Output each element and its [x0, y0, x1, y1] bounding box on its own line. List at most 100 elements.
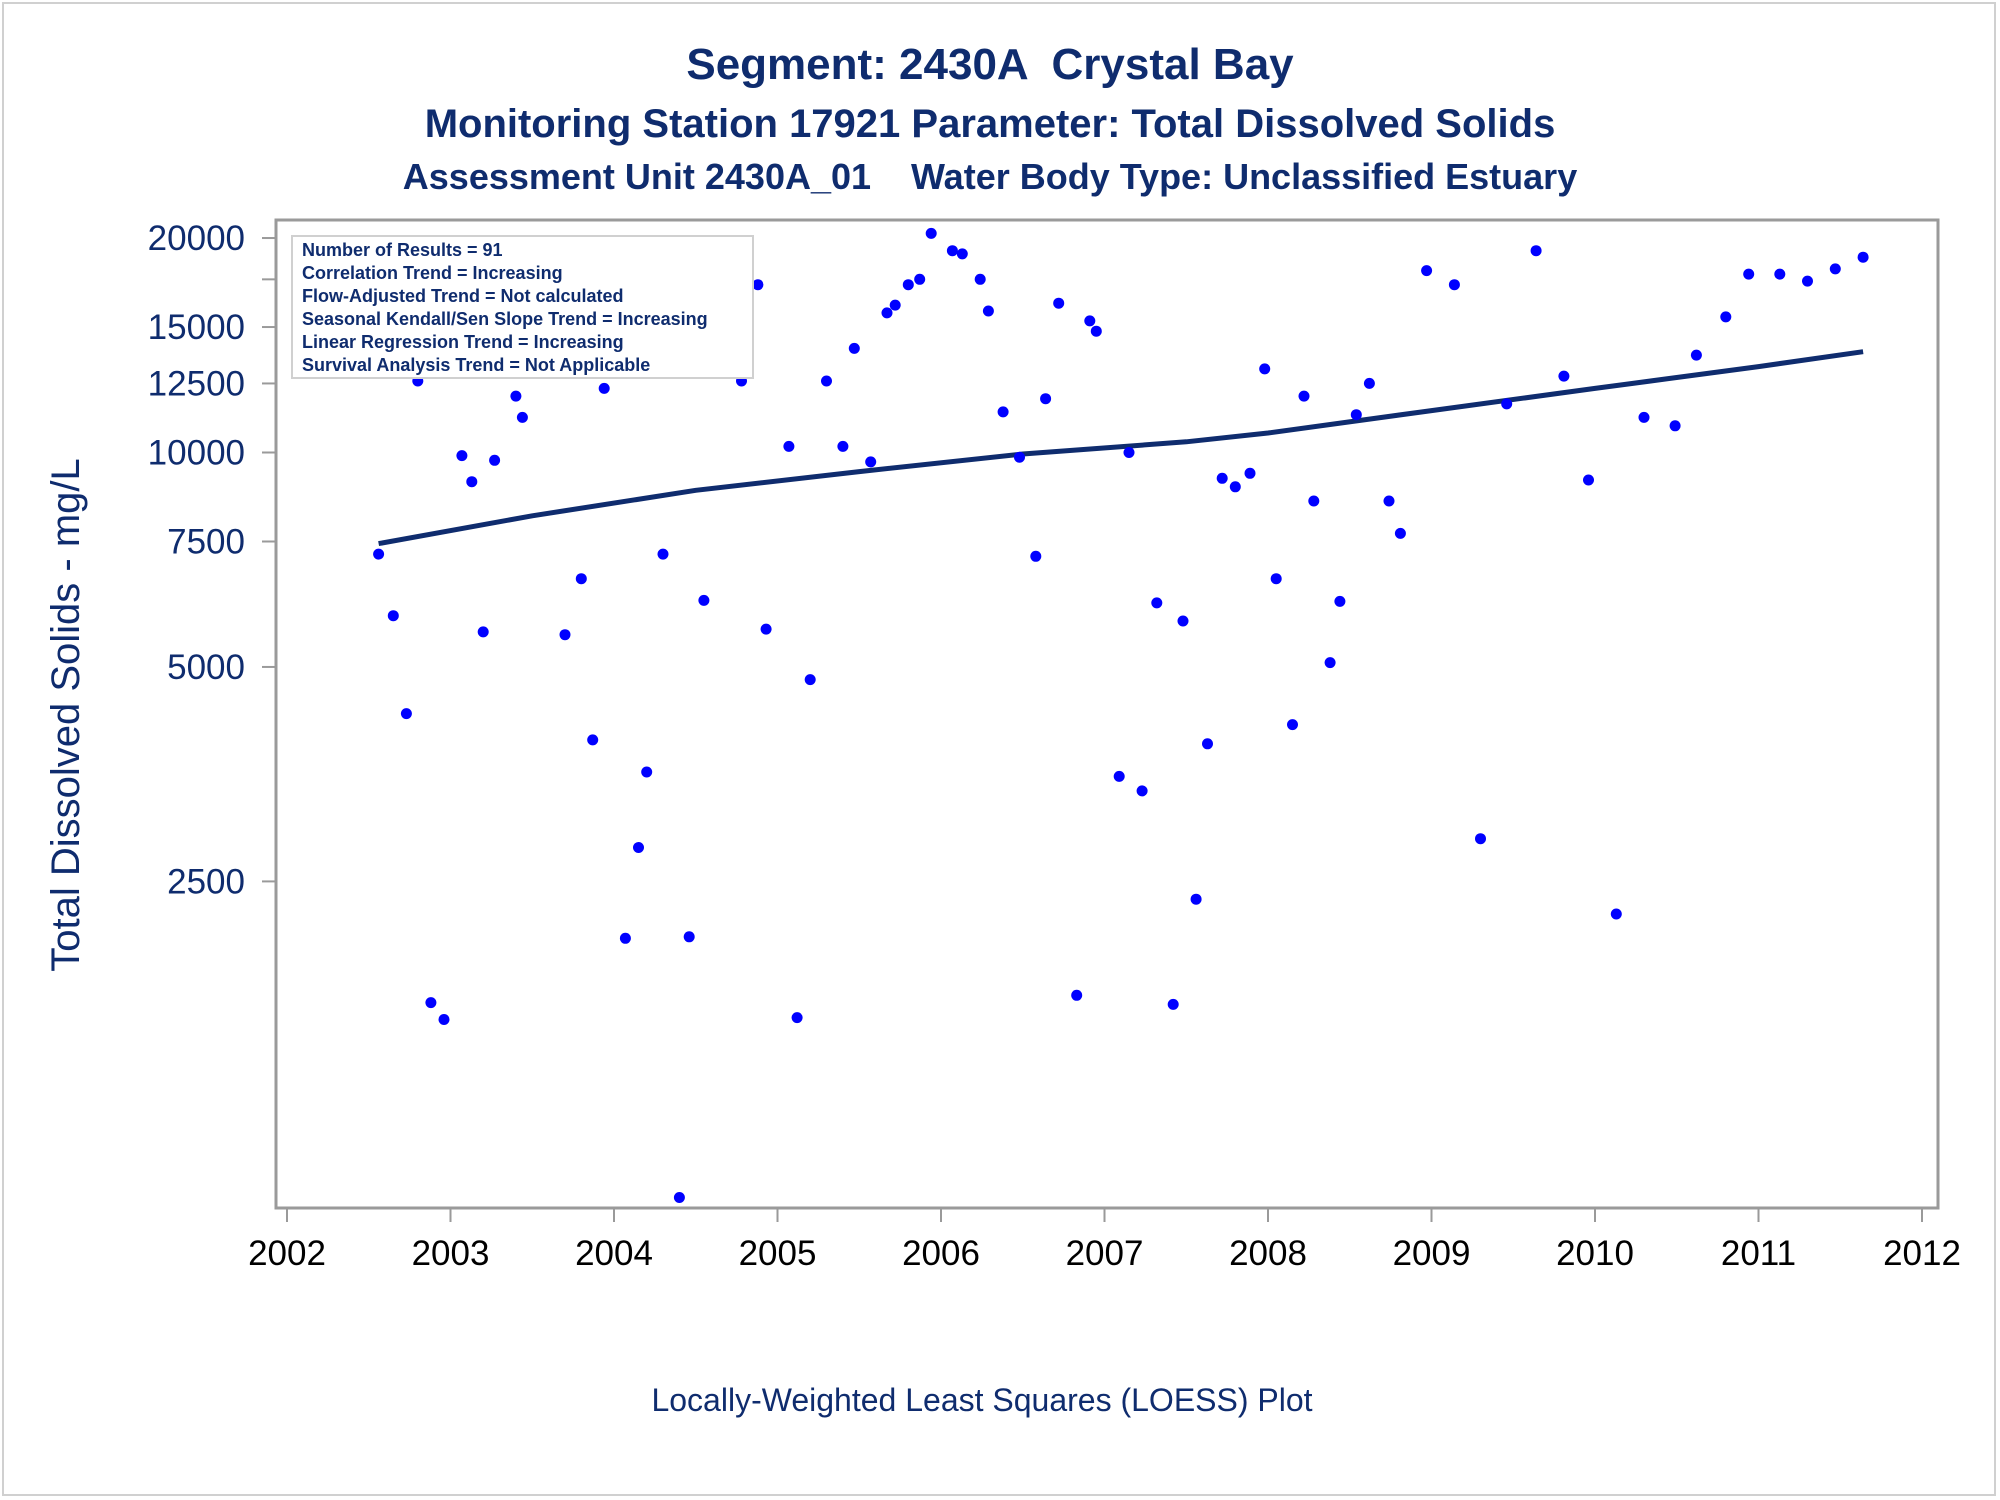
data-point — [1177, 615, 1189, 627]
x-tick-label: 2002 — [248, 1234, 326, 1273]
data-point — [848, 342, 860, 354]
x-tick-label: 2009 — [1393, 1234, 1471, 1273]
data-point — [791, 1012, 803, 1024]
data-point — [456, 450, 468, 462]
trend-line-layer — [378, 349, 1864, 547]
data-point — [1151, 597, 1163, 609]
data-point — [1244, 467, 1256, 479]
data-point — [997, 406, 1009, 418]
data-point — [575, 573, 587, 585]
stats-inset-box — [291, 235, 754, 379]
data-point — [760, 623, 772, 635]
inset-flow-adjusted-trend: Flow-Adjusted Trend = Not calculated — [302, 286, 624, 306]
data-point — [698, 594, 710, 606]
data-point — [1167, 998, 1179, 1010]
data-point — [619, 932, 631, 944]
data-point — [1558, 370, 1570, 382]
data-point — [1475, 833, 1486, 845]
data-point — [1030, 550, 1042, 562]
data-point — [1287, 719, 1298, 731]
data-point — [1229, 481, 1241, 493]
inset-seasonal-kendall-trend: Seasonal Kendall/Sen Slope Trend = Incre… — [302, 309, 708, 329]
data-point — [881, 307, 893, 319]
data-point — [425, 997, 437, 1009]
data-point — [1583, 474, 1594, 486]
data-point — [1421, 265, 1433, 277]
data-point — [1053, 297, 1065, 309]
data-point — [1383, 495, 1395, 507]
chart-footnote: Locally-Weighted Least Squares (LOESS) P… — [651, 1382, 1312, 1418]
x-tick-label: 2012 — [1883, 1234, 1961, 1273]
plot-area — [274, 218, 1940, 1210]
data-point — [510, 390, 522, 402]
data-point — [373, 548, 385, 560]
data-point — [902, 279, 914, 291]
data-point — [1669, 420, 1681, 432]
data-point — [387, 610, 399, 622]
data-point — [1071, 989, 1083, 1001]
data-point — [1394, 527, 1406, 539]
data-point — [889, 299, 901, 311]
x-axis: 2002 2003 2004 2005 2006 2007 2008 2009 2010 2011… — [248, 1208, 1961, 1273]
data-point — [673, 1192, 685, 1203]
loess-trend-line — [378, 349, 1864, 547]
data-point — [1448, 279, 1460, 291]
data-point — [1270, 573, 1282, 585]
data-point — [657, 548, 669, 560]
x-tick-label: 2005 — [739, 1234, 817, 1273]
data-point — [1638, 411, 1650, 423]
data-point — [1720, 311, 1732, 323]
inset-number-of-results: Number of Results = 91 — [302, 240, 503, 260]
data-point — [1216, 472, 1228, 484]
data-point — [587, 734, 599, 746]
y-tick-label: 2500 — [167, 862, 245, 901]
data-point — [1501, 398, 1513, 410]
data-point — [1298, 390, 1310, 402]
data-point — [633, 842, 644, 853]
data-point — [1113, 770, 1125, 782]
data-point — [783, 440, 795, 452]
data-point — [1324, 657, 1336, 669]
data-point — [1774, 268, 1786, 280]
data-point — [1090, 325, 1102, 337]
data-point — [1829, 263, 1841, 275]
data-point — [466, 476, 478, 488]
data-point — [982, 305, 994, 317]
data-point — [1040, 393, 1052, 405]
y-tick-label: 7500 — [167, 522, 245, 561]
data-point — [925, 227, 937, 239]
data-point — [1334, 595, 1346, 607]
y-tick-label: 5000 — [167, 648, 245, 687]
data-point — [1136, 785, 1148, 797]
data-point — [821, 375, 832, 387]
data-point — [1350, 409, 1362, 421]
data-point — [1202, 738, 1213, 750]
chart-subtitle: Monitoring Station 17921 Parameter: Tota… — [425, 102, 1556, 146]
data-point — [1530, 245, 1542, 257]
x-tick-label: 2010 — [1556, 1234, 1634, 1273]
chart-title: Segment: 2430A Crystal Bay — [686, 40, 1294, 89]
data-points-layer — [373, 227, 1869, 1203]
x-tick-label: 2006 — [902, 1234, 980, 1273]
data-point — [1857, 251, 1869, 263]
data-point — [752, 279, 764, 291]
data-point — [865, 456, 877, 468]
y-axis: 2500 5000 7500 10000 12500 15000 20000 — [148, 219, 276, 901]
y-tick-label: 20000 — [148, 219, 245, 258]
y-tick-label: 10000 — [148, 433, 245, 472]
inset-correlation-trend: Correlation Trend = Increasing — [302, 263, 563, 283]
data-point — [598, 382, 610, 394]
data-point — [1014, 451, 1025, 463]
data-point — [559, 629, 571, 641]
data-point — [1123, 447, 1135, 458]
data-point — [1743, 268, 1755, 280]
data-point — [1690, 349, 1702, 361]
data-point — [1363, 377, 1375, 389]
y-axis-label: Total Dissolved Solids - mg/L — [44, 458, 88, 972]
data-point — [1610, 908, 1622, 920]
inset-linear-regression-trend: Linear Regression Trend = Increasing — [302, 332, 624, 352]
data-point — [946, 245, 958, 257]
data-point — [1190, 893, 1202, 905]
